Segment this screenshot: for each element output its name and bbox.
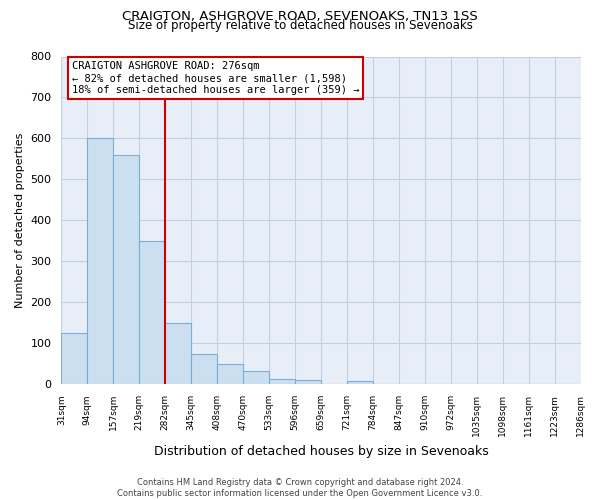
Bar: [139, 241, 165, 384]
Y-axis label: Number of detached properties: Number of detached properties: [15, 132, 25, 308]
Bar: [347, 381, 373, 384]
Bar: [243, 371, 269, 384]
Bar: [113, 155, 139, 384]
Text: CRAIGTON, ASHGROVE ROAD, SEVENOAKS, TN13 1SS: CRAIGTON, ASHGROVE ROAD, SEVENOAKS, TN13…: [122, 10, 478, 23]
Bar: [295, 380, 321, 384]
Bar: [191, 354, 217, 384]
Bar: [88, 138, 113, 384]
Text: Contains HM Land Registry data © Crown copyright and database right 2024.
Contai: Contains HM Land Registry data © Crown c…: [118, 478, 482, 498]
Text: CRAIGTON ASHGROVE ROAD: 276sqm
← 82% of detached houses are smaller (1,598)
18% : CRAIGTON ASHGROVE ROAD: 276sqm ← 82% of …: [72, 62, 359, 94]
Text: Size of property relative to detached houses in Sevenoaks: Size of property relative to detached ho…: [128, 18, 472, 32]
Bar: [61, 333, 88, 384]
Bar: [165, 323, 191, 384]
Bar: [217, 364, 243, 384]
Bar: [269, 380, 295, 384]
X-axis label: Distribution of detached houses by size in Sevenoaks: Distribution of detached houses by size …: [154, 444, 488, 458]
